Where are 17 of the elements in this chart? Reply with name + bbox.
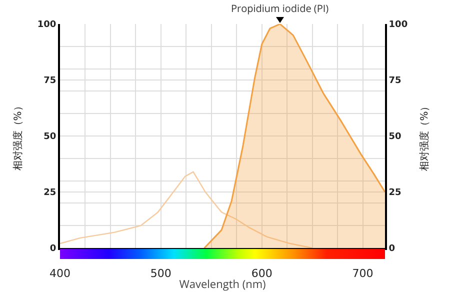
line-series: [60, 171, 313, 248]
x-tick-label: 500: [150, 267, 172, 280]
y2-tick-label: 0: [388, 244, 396, 254]
y2-tick-label: 75: [388, 76, 402, 86]
y-tick-label: 50: [44, 132, 56, 142]
y2-tick-label: 100: [388, 20, 408, 30]
annotation: Propidium iodide (PI): [231, 1, 329, 15]
y2-tick-label: 50: [388, 132, 402, 142]
y2-tick-label: 25: [388, 188, 402, 198]
y-axis-title: 相对强度（%）: [12, 101, 24, 171]
y-tick-label: 75: [44, 76, 56, 86]
y-tick-label: 0: [50, 244, 56, 254]
y2-axis-title: 相对强度（%）: [418, 101, 431, 171]
x-tick-label: 700: [352, 267, 374, 280]
x-tick-label: 400: [50, 267, 70, 280]
y-tick-label: 25: [44, 188, 56, 198]
y-tick-label: 100: [37, 20, 56, 30]
